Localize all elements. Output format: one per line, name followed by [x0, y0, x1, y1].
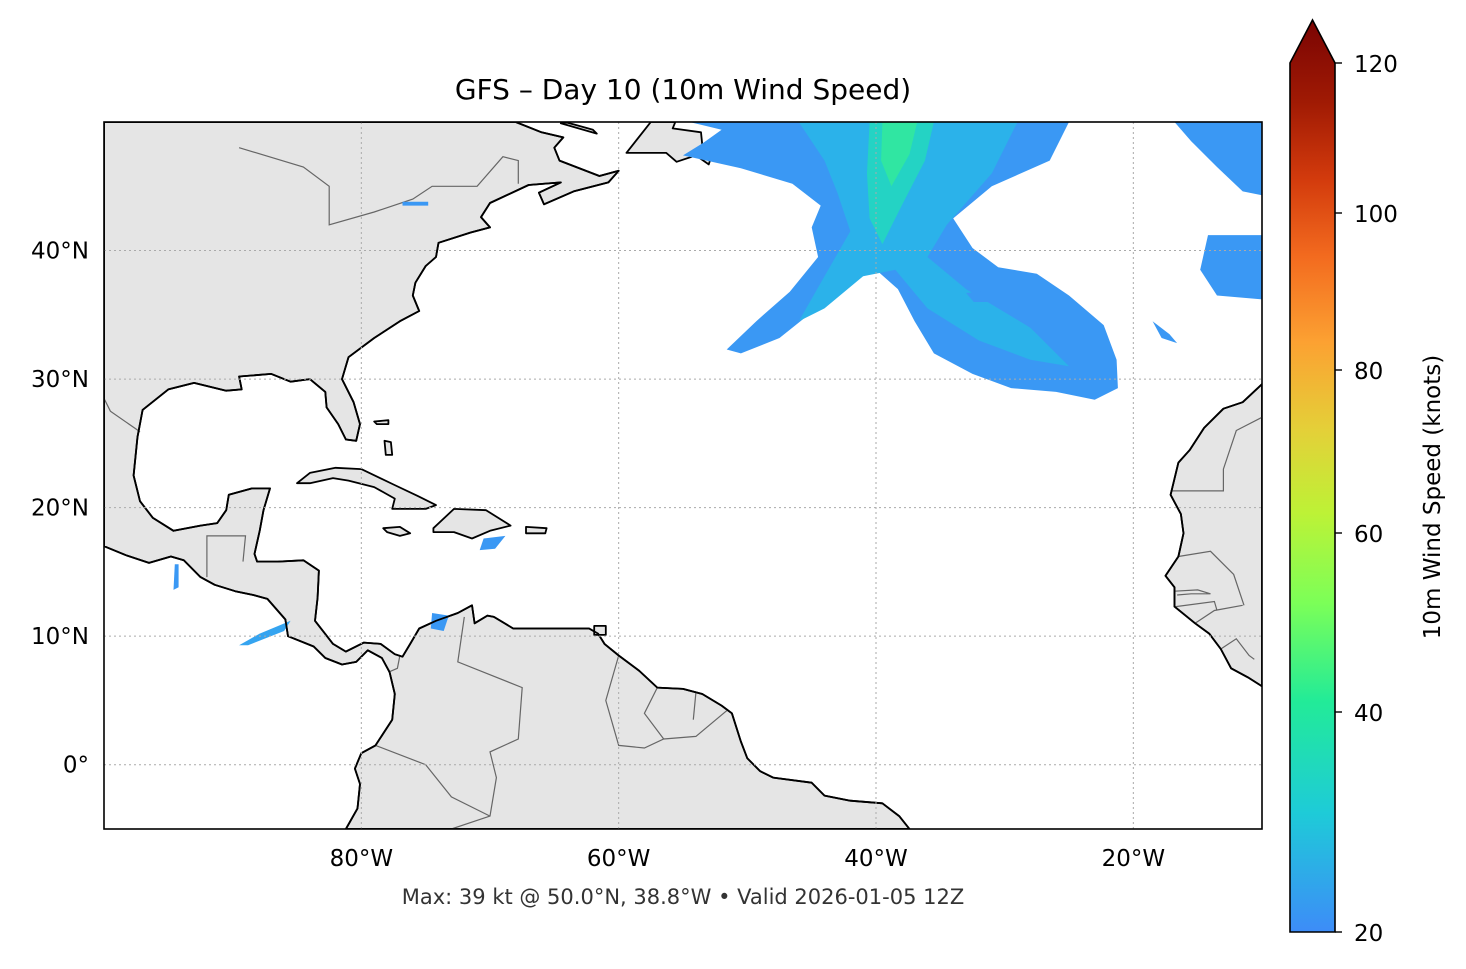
- country-border: [1175, 600, 1218, 611]
- lat-tick-label: 0°: [63, 753, 89, 779]
- africa-coastline: [1164, 383, 1262, 688]
- lat-tick-label: 20°N: [31, 496, 89, 522]
- country-border: [238, 147, 519, 226]
- lon-tick-label: 60°W: [587, 846, 651, 872]
- country-border: [104, 398, 141, 433]
- colorbar-label: 10m Wind Speed (knots): [1420, 355, 1446, 639]
- island-trinidad: [593, 625, 607, 636]
- country-border: [206, 535, 247, 578]
- country-border: [375, 744, 491, 817]
- chart-title: GFS – Day 10 (10m Wind Speed): [455, 73, 911, 106]
- colorbar-tick-label: 80: [1354, 359, 1383, 385]
- wind-speed-region: [1200, 235, 1262, 300]
- wind-speed-region: [1152, 321, 1178, 344]
- lat-tick-label: 10°N: [31, 624, 89, 650]
- island-hispaniola: [432, 508, 512, 540]
- wind-speed-region: [798, 122, 1069, 367]
- lon-tick-label: 80°W: [330, 846, 394, 872]
- colorbar-tick-label: 40: [1354, 701, 1383, 727]
- map-frame: [103, 121, 1263, 830]
- island-grand-bahama: [373, 419, 390, 425]
- country-border: [1171, 416, 1262, 492]
- country-border: [451, 616, 523, 829]
- island-andros: [383, 439, 394, 456]
- wind-speed-region: [1174, 122, 1262, 196]
- colorbar-tick-label: 100: [1354, 202, 1398, 228]
- map-area: [104, 122, 1262, 829]
- country-border: [643, 687, 665, 740]
- americas-coastline: [104, 122, 911, 829]
- wind-speed-region: [479, 535, 506, 551]
- colorbar-tick-label: 20: [1354, 921, 1383, 947]
- country-border: [692, 692, 697, 720]
- island-jamaica: [382, 526, 412, 537]
- wind-speed-region: [966, 290, 999, 302]
- lat-tick-label: 30°N: [31, 367, 89, 393]
- lat-tick-label: 40°N: [31, 239, 89, 265]
- lon-tick-label: 20°W: [1102, 846, 1166, 872]
- coastlines: [104, 122, 1262, 829]
- country-border: [1194, 604, 1243, 624]
- country-border: [1174, 589, 1211, 596]
- colorbar-tick-label: 60: [1354, 522, 1383, 548]
- island-anticosti: [559, 122, 598, 135]
- country-border: [605, 655, 728, 749]
- country-border: [1220, 637, 1255, 660]
- colorbar-gradient: [1289, 18, 1336, 933]
- lon-tick-label: 40°W: [844, 846, 908, 872]
- map-axes: 80°W 60°W 40°W 20°W 40°N 30°N 20°N 10°N 0°: [31, 239, 1165, 872]
- island-cuba: [296, 466, 437, 510]
- wind-speed-region: [402, 201, 429, 206]
- wind-speed-region: [239, 620, 291, 646]
- island-puerto-rico: [525, 526, 548, 535]
- country-border: [1178, 550, 1245, 606]
- colorbar: 120 100 80 60 40 20: [1289, 18, 1398, 947]
- wind-speed-region: [881, 122, 918, 187]
- wind-speed-region: [173, 564, 179, 590]
- country-border: [388, 655, 401, 673]
- footer-info: Max: 39 kt @ 50.0°N, 38.8°W • Valid 2026…: [402, 885, 965, 909]
- colorbar-tick-label: 120: [1354, 52, 1398, 78]
